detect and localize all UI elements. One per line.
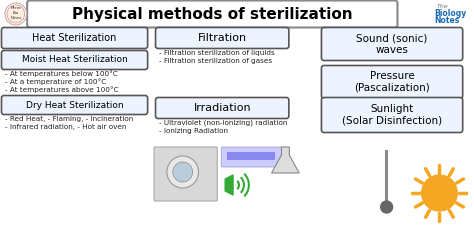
- FancyBboxPatch shape: [1, 28, 147, 49]
- FancyBboxPatch shape: [1, 95, 147, 115]
- Text: - At temperatures above 100°C: - At temperatures above 100°C: [5, 86, 118, 93]
- Text: Dry Heat Sterilization: Dry Heat Sterilization: [26, 100, 123, 110]
- Circle shape: [167, 156, 199, 188]
- FancyBboxPatch shape: [321, 28, 463, 61]
- Text: Physical methods of sterilization: Physical methods of sterilization: [72, 6, 353, 22]
- Text: Pressure
(Pascalization): Pressure (Pascalization): [354, 71, 430, 93]
- Text: - Infrared radiation, - Hot air oven: - Infrared radiation, - Hot air oven: [5, 124, 126, 130]
- FancyBboxPatch shape: [27, 0, 398, 28]
- Text: - Red Heat, - Flaming, - Incineration: - Red Heat, - Flaming, - Incineration: [5, 116, 133, 122]
- FancyBboxPatch shape: [155, 28, 289, 49]
- Text: - Filtration sterilization of liquids: - Filtration sterilization of liquids: [159, 50, 275, 56]
- Text: Filtration: Filtration: [198, 33, 247, 43]
- Text: Heat Sterilization: Heat Sterilization: [32, 33, 117, 43]
- FancyBboxPatch shape: [321, 97, 463, 132]
- Text: Sunlight
(Solar Disinfection): Sunlight (Solar Disinfection): [342, 104, 442, 126]
- Polygon shape: [272, 147, 299, 173]
- FancyBboxPatch shape: [155, 97, 289, 119]
- Text: - At a temperature of 100°C: - At a temperature of 100°C: [5, 78, 106, 85]
- Text: - Ultraviolet (non-ionizing) radiation: - Ultraviolet (non-ionizing) radiation: [159, 120, 287, 126]
- Text: Biology: Biology: [435, 9, 467, 18]
- Text: - Ionizing Radiation: - Ionizing Radiation: [159, 128, 228, 134]
- Bar: [227, 152, 274, 160]
- Circle shape: [173, 162, 192, 182]
- Circle shape: [5, 3, 27, 25]
- Text: - Filtration sterilization of gases: - Filtration sterilization of gases: [159, 58, 272, 64]
- FancyBboxPatch shape: [154, 147, 217, 201]
- Bar: [385, 150, 388, 205]
- Text: Micro
Bio
Notes: Micro Bio Notes: [10, 6, 21, 20]
- Text: Sound (sonic)
waves: Sound (sonic) waves: [356, 33, 428, 55]
- Circle shape: [381, 201, 392, 213]
- Circle shape: [422, 175, 457, 211]
- FancyBboxPatch shape: [321, 65, 463, 98]
- Text: Notes: Notes: [435, 16, 460, 25]
- FancyBboxPatch shape: [221, 147, 283, 167]
- Text: The: The: [437, 4, 448, 9]
- Text: Moist Heat Sterilization: Moist Heat Sterilization: [22, 56, 128, 64]
- Text: Irradiation: Irradiation: [193, 103, 251, 113]
- Polygon shape: [225, 175, 233, 195]
- Circle shape: [7, 5, 25, 23]
- Text: - At temperatures below 100°C: - At temperatures below 100°C: [5, 70, 118, 77]
- FancyBboxPatch shape: [1, 51, 147, 69]
